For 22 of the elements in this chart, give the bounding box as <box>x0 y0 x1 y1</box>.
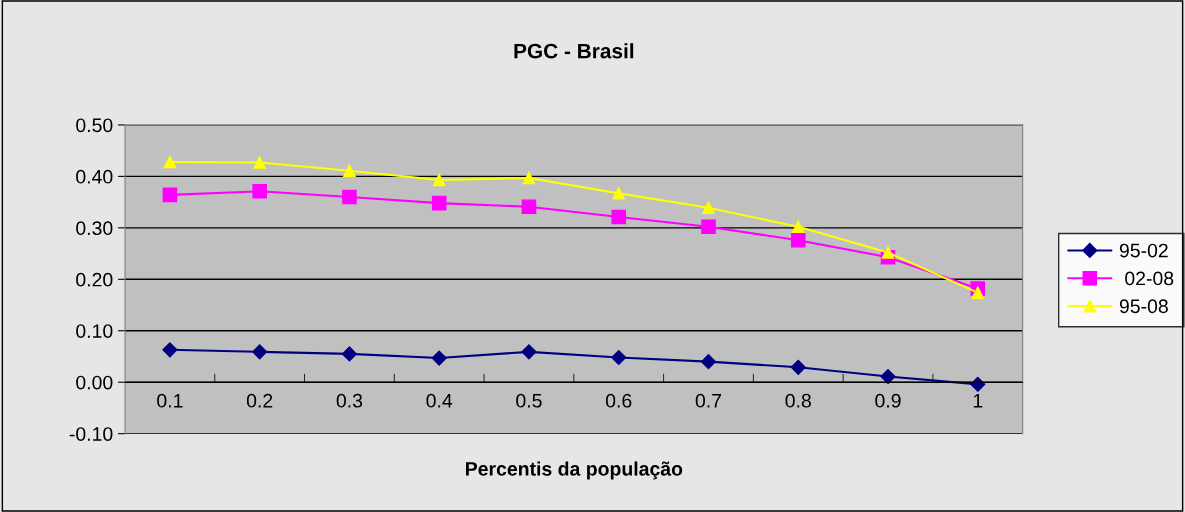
legend-label: 95-02 <box>1119 243 1168 258</box>
x-tick-label: 1 <box>973 394 983 408</box>
y-tick-label: -0.10 <box>69 427 113 441</box>
legend-label: 02-08 <box>1125 271 1174 286</box>
y-tick-label: 0.40 <box>76 169 113 184</box>
y-tick-label: 0.00 <box>76 375 113 390</box>
legend-label: 95-08 <box>1119 299 1168 314</box>
y-tick-label: 0.50 <box>76 118 113 133</box>
x-tick-label: 0.5 <box>516 393 542 408</box>
y-tick-label: 0.20 <box>76 272 113 287</box>
x-tick-label: 0.7 <box>695 393 722 408</box>
x-tick-label: 0.8 <box>785 393 811 408</box>
x-tick-label: 0.2 <box>246 393 273 408</box>
x-tick-label: 0.9 <box>875 393 901 408</box>
y-tick-label: 0.30 <box>76 221 113 236</box>
x-axis-title: Percentis da população <box>466 461 683 480</box>
y-tick-label: 0.10 <box>76 324 113 338</box>
chart-title: PGC - Brasil <box>514 43 634 59</box>
x-tick-label: 0.3 <box>336 393 363 408</box>
x-tick-label: 0.4 <box>426 393 453 408</box>
x-tick-label: 0.1 <box>157 393 183 408</box>
x-tick-label: 0.6 <box>605 393 632 408</box>
